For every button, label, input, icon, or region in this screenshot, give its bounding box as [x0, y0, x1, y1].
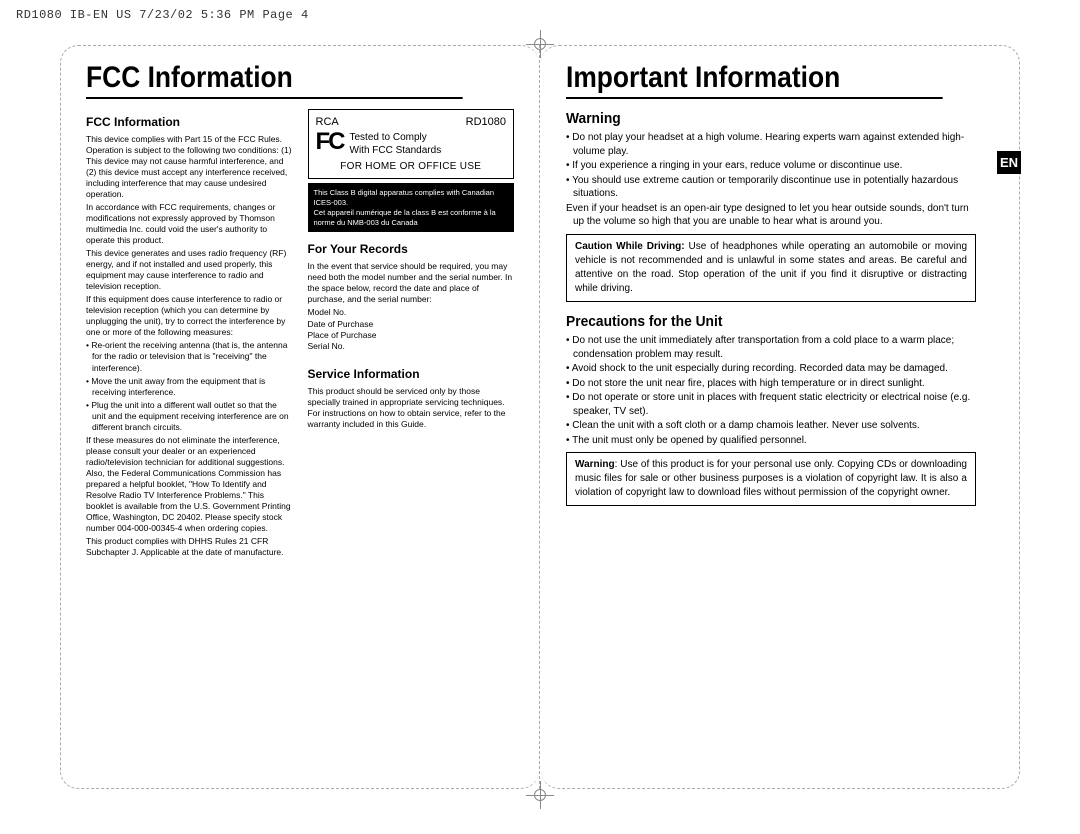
- fcc-p1: This device complies with Part 15 of the…: [86, 134, 293, 200]
- ices-box: This Class B digital apparatus complies …: [308, 183, 515, 232]
- fcc-model: RD1080: [466, 115, 506, 129]
- fcc-b1: • Re-orient the receiving antenna (that …: [86, 340, 293, 373]
- records-p: In the event that service should be requ…: [308, 261, 515, 305]
- fcc-info-head: FCC Information: [86, 115, 293, 131]
- prec-b4: • Do not operate or store unit in places…: [566, 391, 976, 418]
- records-l2: Date of Purchase: [308, 319, 515, 330]
- warn-b4: Even if your headset is an open-air type…: [566, 202, 976, 229]
- copyright-warning-box: Warning: Use of this product is for your…: [566, 452, 976, 506]
- right-page: Important Information EN Warning • Do no…: [541, 45, 1020, 789]
- fcc-b3: • Plug the unit into a different wall ou…: [86, 400, 293, 433]
- left-col-2: RCA RD1080 FC Tested to Comply With FCC …: [308, 109, 515, 560]
- driving-caution-box: Caution While Driving: Use of headphones…: [566, 234, 976, 302]
- service-p: This product should be serviced only by …: [308, 386, 515, 430]
- language-tab: EN: [997, 151, 1021, 174]
- service-head: Service Information: [308, 367, 515, 383]
- fcc-p2: In accordance with FCC requirements, cha…: [86, 202, 293, 246]
- fcc-p6: This product complies with DHHS Rules 21…: [86, 536, 293, 558]
- right-page-title: Important Information: [566, 61, 943, 99]
- left-columns: FCC Information This device complies wit…: [86, 109, 514, 560]
- fcc-line1: Tested to Comply: [350, 131, 442, 144]
- prec-b6: • The unit must only be opened by qualif…: [566, 434, 976, 448]
- copy-text: : Use of this product is for your person…: [575, 459, 967, 498]
- precautions-head: Precautions for the Unit: [566, 312, 943, 332]
- warn-b2: • If you experience a ringing in your ea…: [566, 159, 976, 173]
- ices-l1: This Class B digital apparatus complies …: [314, 188, 509, 208]
- fcc-brand: RCA: [316, 115, 339, 129]
- fcc-b2: • Move the unit away from the equipment …: [86, 376, 293, 398]
- right-body: Warning • Do not play your headset at a …: [566, 109, 994, 506]
- warn-b3: • You should use extreme caution or temp…: [566, 174, 976, 201]
- records-head: For Your Records: [308, 242, 515, 258]
- prec-b1: • Do not use the unit immediately after …: [566, 334, 976, 361]
- warn-b1: • Do not play your headset at a high vol…: [566, 131, 976, 158]
- records-l3: Place of Purchase: [308, 330, 515, 341]
- crop-header: RD1080 IB-EN US 7/23/02 5:36 PM Page 4: [16, 8, 309, 22]
- page-spread: FCC Information FCC Information This dev…: [60, 45, 1020, 789]
- drive-bold: Caution While Driving:: [575, 241, 685, 252]
- fcc-p5: If these measures do not eliminate the i…: [86, 435, 293, 534]
- fcc-p3: This device generates and uses radio fre…: [86, 248, 293, 292]
- fcc-logo-icon: FC: [316, 131, 344, 153]
- prec-b3: • Do not store the unit near fire, place…: [566, 377, 976, 391]
- prec-b5: • Clean the unit with a soft cloth or a …: [566, 419, 976, 433]
- fcc-line2: With FCC Standards: [350, 144, 442, 157]
- ices-l2: Cet appareil numérique de la class B est…: [314, 208, 509, 228]
- left-col-1: FCC Information This device complies wit…: [86, 109, 293, 560]
- records-l1: Model No.: [308, 307, 515, 318]
- copy-bold: Warning: [575, 459, 615, 470]
- records-l4: Serial No.: [308, 341, 515, 352]
- records-labels: Model No. Date of Purchase Place of Purc…: [308, 307, 515, 353]
- left-page: FCC Information FCC Information This dev…: [60, 45, 539, 789]
- left-page-title: FCC Information: [86, 61, 463, 99]
- fcc-compliance-box: RCA RD1080 FC Tested to Comply With FCC …: [308, 109, 515, 179]
- fcc-home-use: FOR HOME OR OFFICE USE: [316, 160, 507, 173]
- prec-b2: • Avoid shock to the unit especially dur…: [566, 362, 976, 376]
- warning-head: Warning: [566, 109, 943, 129]
- fcc-p4: If this equipment does cause interferenc…: [86, 294, 293, 338]
